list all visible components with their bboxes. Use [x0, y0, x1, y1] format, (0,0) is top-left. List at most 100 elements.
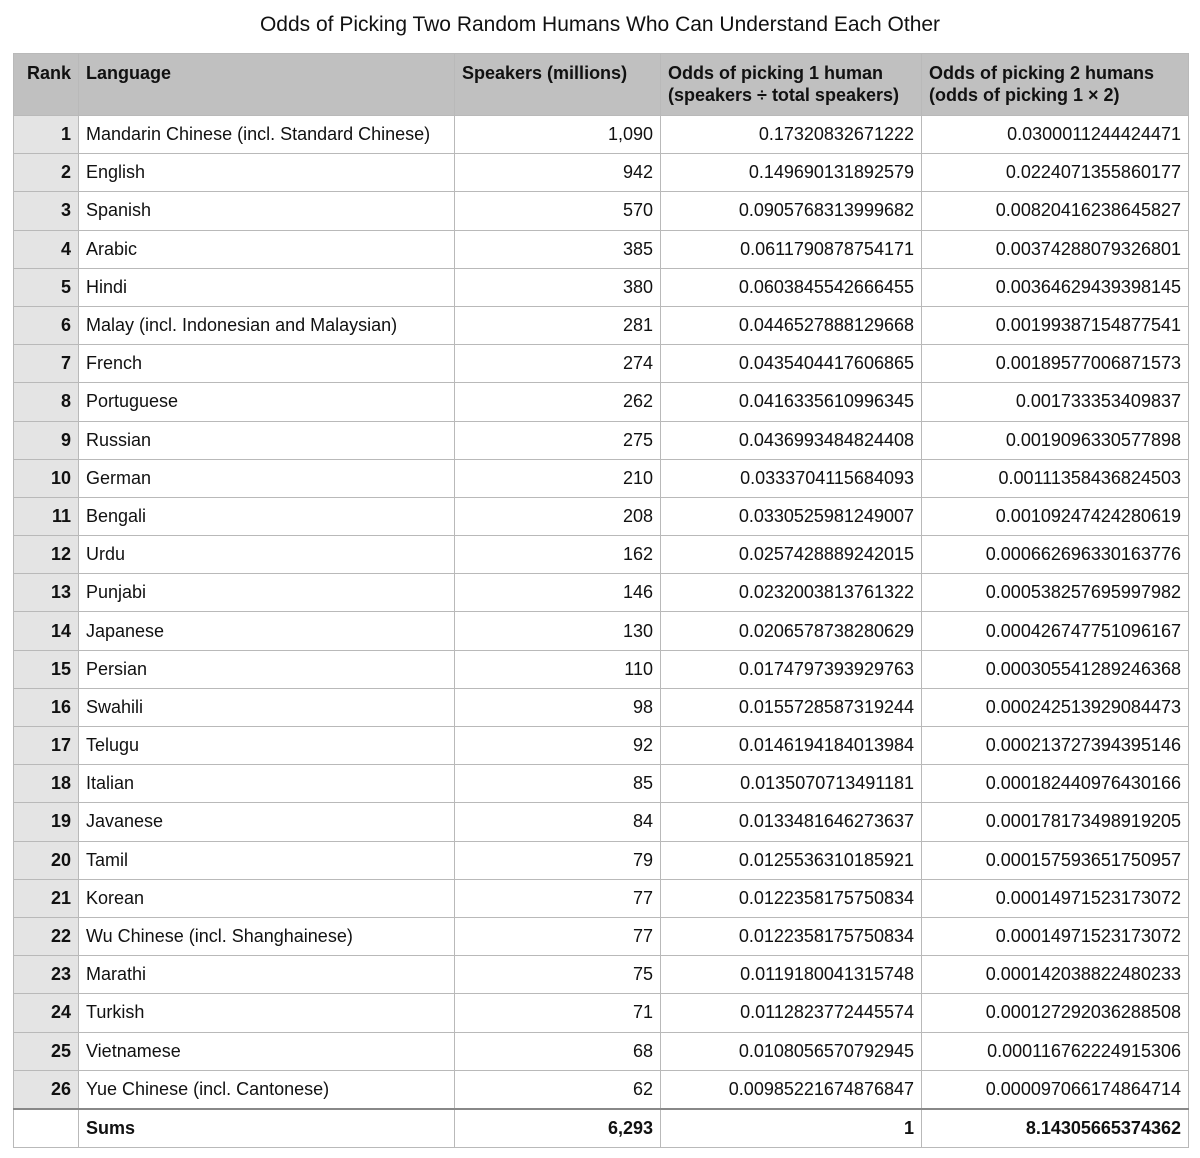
cell-rank: 9 — [13, 420, 79, 460]
cell-speakers: 146 — [454, 573, 661, 613]
cell-odds-two: 0.000142038822480233 — [921, 955, 1189, 995]
cell-odds-one: 0.17320832671222 — [660, 114, 922, 155]
cell-rank: 20 — [13, 840, 79, 880]
cell-odds-two: 0.00111358436824503 — [921, 458, 1189, 498]
cell-language: Korean — [78, 878, 455, 918]
cell-odds-two: 0.00820416238645827 — [921, 191, 1189, 231]
cell-language: Sums — [78, 1107, 455, 1149]
table-row: 25 Vietnamese 68 0.0108056570792945 0.000116… — [13, 1031, 1189, 1071]
cell-rank: 19 — [13, 802, 79, 842]
cell-language: Vietnamese — [78, 1031, 455, 1071]
cell-language: Spanish — [78, 191, 455, 231]
cell-speakers: 1,090 — [454, 114, 661, 155]
cell-odds-two: 0.00109247424280619 — [921, 496, 1189, 537]
cell-odds-one: 0.0232003813761322 — [660, 573, 922, 613]
cell-odds-two: 0.000242513929084473 — [921, 687, 1189, 728]
cell-odds-two: 0.00189577006871573 — [921, 344, 1189, 384]
cell-rank: 25 — [13, 1031, 79, 1071]
table-row: 10 German 210 0.0333704115684093 0.001113584… — [13, 458, 1189, 498]
column-header-odds-one: Odds of picking 1 human (speakers ÷ tota… — [660, 53, 922, 116]
cell-speakers: 110 — [454, 649, 661, 689]
cell-odds-two: 0.000182440976430166 — [921, 764, 1189, 804]
cell-odds-two: 0.000178173498919205 — [921, 802, 1189, 842]
table-row: 13 Punjabi 146 0.0232003813761322 0.00053825… — [13, 573, 1189, 613]
cell-rank: 2 — [13, 153, 79, 193]
cell-speakers: 380 — [454, 267, 661, 307]
cell-language: Swahili — [78, 687, 455, 728]
cell-language: Tamil — [78, 840, 455, 880]
table-row: 4 Arabic 385 0.0611790878754171 0.0037428807… — [13, 229, 1189, 269]
cell-speakers: 77 — [454, 916, 661, 957]
cell-speakers: 210 — [454, 458, 661, 498]
cell-language: Telugu — [78, 725, 455, 766]
cell-odds-one: 0.0112823772445574 — [660, 993, 922, 1033]
cell-odds-two: 0.000157593651750957 — [921, 840, 1189, 880]
cell-odds-two: 0.000127292036288508 — [921, 993, 1189, 1033]
cell-rank: 26 — [13, 1069, 79, 1110]
cell-speakers: 275 — [454, 420, 661, 460]
cell-odds-one: 0.0146194184013984 — [660, 725, 922, 766]
cell-language: Urdu — [78, 535, 455, 575]
cell-odds-one: 0.0330525981249007 — [660, 496, 922, 537]
table-row: 5 Hindi 380 0.0603845542666455 0.00364629439… — [13, 267, 1189, 307]
table-row: 12 Urdu 162 0.0257428889242015 0.00066269633… — [13, 535, 1189, 575]
cell-odds-one: 0.0436993484824408 — [660, 420, 922, 460]
table-title: Odds of Picking Two Random Humans Who Ca… — [259, 13, 941, 36]
cell-speakers: 274 — [454, 344, 661, 384]
cell-odds-two: 8.14305665374362 — [921, 1107, 1189, 1149]
cell-speakers: 385 — [454, 229, 661, 269]
cell-odds-one: 0.00985221674876847 — [660, 1069, 922, 1110]
cell-odds-two: 0.00014971523173072 — [921, 878, 1189, 918]
cell-odds-one: 0.0333704115684093 — [660, 458, 922, 498]
cell-rank: 24 — [13, 993, 79, 1033]
cell-speakers: 84 — [454, 802, 661, 842]
cell-rank: 12 — [13, 535, 79, 575]
table-row: 18 Italian 85 0.0135070713491181 0.000182440… — [13, 764, 1189, 804]
cell-language: German — [78, 458, 455, 498]
table-row: 16 Swahili 98 0.0155728587319244 0.000242513… — [13, 687, 1189, 728]
cell-odds-two: 0.00014971523173072 — [921, 916, 1189, 957]
cell-odds-one: 0.0603845542666455 — [660, 267, 922, 307]
cell-odds-two: 0.0224071355860177 — [921, 153, 1189, 193]
cell-speakers: 68 — [454, 1031, 661, 1071]
table-row: 20 Tamil 79 0.0125536310185921 0.00015759365… — [13, 840, 1189, 880]
cell-speakers: 79 — [454, 840, 661, 880]
column-header-rank: Rank — [13, 53, 79, 116]
cell-speakers: 75 — [454, 955, 661, 995]
table-row: 14 Japanese 130 0.0206578738280629 0.0004267… — [13, 611, 1189, 651]
cell-odds-two: 0.0300011244424471 — [921, 114, 1189, 155]
cell-odds-one: 0.0611790878754171 — [660, 229, 922, 269]
sums-row: Sums 6,293 1 8.14305665374362 — [13, 1107, 1189, 1149]
cell-rank: 14 — [13, 611, 79, 651]
cell-rank: 23 — [13, 955, 79, 995]
cell-language: Bengali — [78, 496, 455, 537]
cell-language: Italian — [78, 764, 455, 804]
cell-speakers: 85 — [454, 764, 661, 804]
cell-speakers: 570 — [454, 191, 661, 231]
column-header-odds-two: Odds of picking 2 humans (odds of pickin… — [921, 53, 1189, 116]
cell-language: Marathi — [78, 955, 455, 995]
cell-rank: 10 — [13, 458, 79, 498]
cell-rank: 7 — [13, 344, 79, 384]
cell-language: Javanese — [78, 802, 455, 842]
table-row: 21 Korean 77 0.0122358175750834 0.0001497152… — [13, 878, 1189, 918]
cell-odds-one: 0.0155728587319244 — [660, 687, 922, 728]
cell-language: Malay (incl. Indonesian and Malaysian) — [78, 305, 455, 346]
table-row: 1 Mandarin Chinese (incl. Standard Chines… — [13, 114, 1189, 155]
table-row: 22 Wu Chinese (incl. Shanghainese) 77 0.012… — [13, 916, 1189, 957]
cell-rank: 17 — [13, 725, 79, 766]
table-row: 15 Persian 110 0.0174797393929763 0.00030554… — [13, 649, 1189, 689]
cell-odds-two: 0.000538257695997982 — [921, 573, 1189, 613]
table-row: 2 English 942 0.149690131892579 0.0224071355… — [13, 153, 1189, 193]
cell-odds-one: 0.0135070713491181 — [660, 764, 922, 804]
cell-rank: 18 — [13, 764, 79, 804]
table-row: 17 Telugu 92 0.0146194184013984 0.0002137273… — [13, 725, 1189, 766]
cell-speakers: 98 — [454, 687, 661, 728]
cell-language: Portuguese — [78, 382, 455, 422]
cell-rank: 16 — [13, 687, 79, 728]
cell-odds-two: 0.00374288079326801 — [921, 229, 1189, 269]
odds-table: Rank Language Speakers (millions) Odds of p… — [13, 53, 1189, 1149]
cell-rank: 5 — [13, 267, 79, 307]
cell-language: Turkish — [78, 993, 455, 1033]
cell-odds-one: 1 — [660, 1107, 922, 1149]
